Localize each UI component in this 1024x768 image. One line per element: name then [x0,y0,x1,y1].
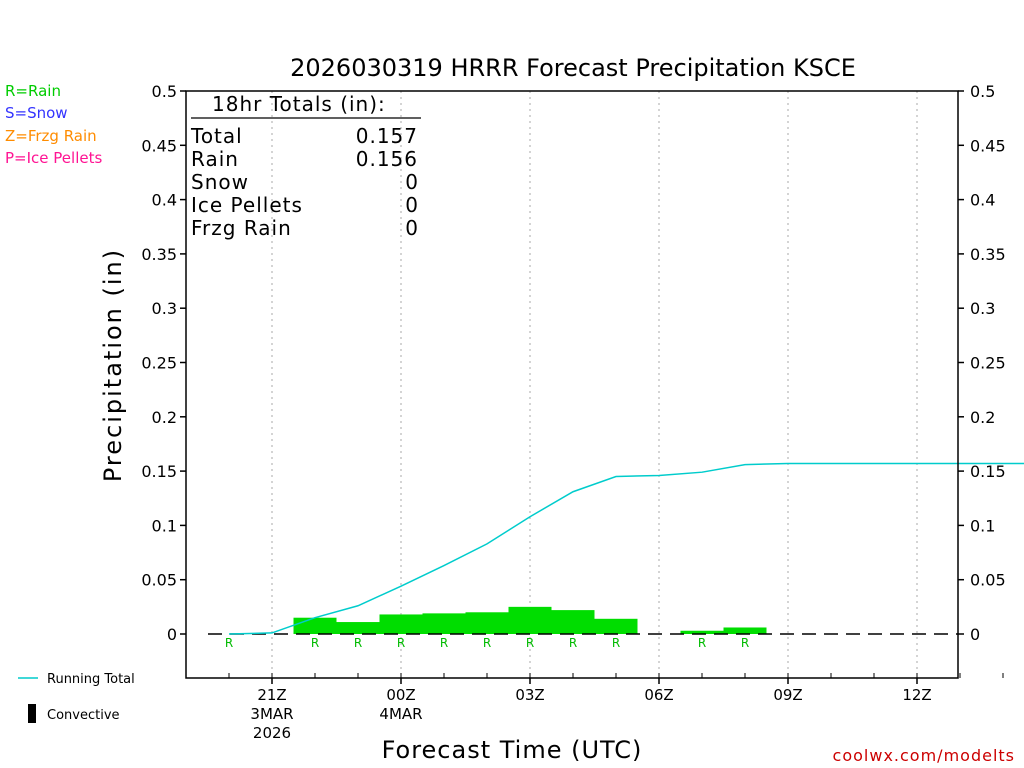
y-tick-label-right-1: 0.05 [970,571,1006,590]
rain-marker-5: R [440,636,448,650]
totals-frzg-rain-label: Frzg Rain [191,216,292,240]
legend-snow: S=Snow [5,104,68,122]
rain-marker-0: R [225,636,233,650]
y-tick-label-right-3: 0.15 [970,462,1006,481]
legend-rain: R=Rain [5,82,61,100]
precip-type-legend: R=Rain S=Snow Z=Frzg Rain P=Ice Pellets [5,82,102,167]
rain-bar-5 [422,613,466,634]
rain-marker-11: R [698,636,706,650]
grid-lines [271,91,918,678]
rain-marker-8: R [569,636,577,650]
totals-snow-label: Snow [191,170,249,194]
credit-text: coolwx.com/modelts [833,746,1015,765]
y-tick-label-right-9: 0.45 [970,136,1006,155]
y-tick-label-left-9: 0.45 [141,136,177,155]
rain-bar-9 [594,618,638,634]
rain-bar-8 [551,610,595,634]
totals-rain-label: Rain [191,147,239,171]
x-tick-label-0-0: 21Z [257,686,286,704]
rain-bars [293,606,767,634]
totals-total-value: 0.157 [356,124,418,148]
x-tick-label-0-2: 2026 [253,724,291,742]
y-tick-label-left-4: 0.2 [152,408,177,427]
totals-ice-pellets-value: 0 [405,193,418,217]
totals-snow-value: 0 [405,170,418,194]
y-tick-label-left-3: 0.15 [141,462,177,481]
rain-marker-2: R [311,636,319,650]
totals-box: 18hr Totals (in): Total 0.157 Rain 0.156… [190,92,421,240]
rain-bar-4 [379,614,423,634]
rain-marker-9: R [612,636,620,650]
rain-marker-7: R [526,636,534,650]
rain-marker-4: R [397,636,405,650]
x-tick-label-2-0: 03Z [515,686,544,704]
chart-title: 2026030319 HRRR Forecast Precipitation K… [290,54,856,82]
bottom-legend: Running Total Convective [18,672,135,723]
y-tick-label-right-5: 0.25 [970,354,1006,373]
y-tick-label-left-6: 0.3 [152,299,177,318]
totals-rain-value: 0.156 [356,147,418,171]
rain-bar-2 [293,617,337,634]
x-tick-label-1-1: 4MAR [379,705,422,723]
y-tick-label-right-6: 0.3 [970,299,995,318]
y-axis-ticks: 0 00.05 0.050.1 0.10.15 0.150.2 0.20.25 0.250.… [141,82,1005,644]
running-total-legend-label: Running Total [47,672,135,687]
x-tick-label-0-1: 3MAR [250,705,293,723]
y-tick-label-right-10: 0.5 [970,82,995,101]
x-tick-label-4-0: 09Z [773,686,802,704]
y-tick-label-left-5: 0.25 [141,354,177,373]
rain-bar-11 [680,630,724,634]
plot-frame [185,90,959,679]
y-axis-label: Precipitation (in) [99,248,127,482]
y-tick-label-right-4: 0.2 [970,408,995,427]
y-tick-label-right-0: 0 [970,625,980,644]
y-tick-label-right-2: 0.1 [970,516,995,535]
y-tick-label-left-2: 0.1 [152,516,177,535]
totals-frzg-rain-value: 0 [405,216,418,240]
rain-marker-12: R [741,636,749,650]
running-total-line [228,462,1024,635]
totals-total-label: Total [190,124,243,148]
y-tick-label-left-10: 0.5 [152,82,177,101]
y-tick-label-right-7: 0.35 [970,245,1006,264]
y-tick-label-left-8: 0.4 [152,191,177,210]
y-tick-label-left-7: 0.35 [141,245,177,264]
convective-legend-swatch [28,704,36,723]
rain-bar-12 [723,627,767,634]
x-axis-label: Forecast Time (UTC) [382,736,643,764]
totals-ice-pellets-label: Ice Pellets [191,193,303,217]
y-tick-label-left-1: 0.05 [141,571,177,590]
y-tick-label-left-0: 0 [167,625,177,644]
rain-bar-3 [336,622,380,634]
running-total-series [228,462,1024,635]
x-tick-label-3-0: 06Z [644,686,673,704]
convective-legend-label: Convective [47,708,120,723]
rain-marker-6: R [483,636,491,650]
x-tick-label-5-0: 12Z [902,686,931,704]
legend-frzg-rain: Z=Frzg Rain [5,127,97,145]
y-tick-label-right-8: 0.4 [970,191,995,210]
rain-bar-7 [508,606,552,634]
totals-heading: 18hr Totals (in): [212,92,386,116]
rain-bar-6 [465,612,509,634]
legend-ice-pellets: P=Ice Pellets [5,149,102,167]
x-tick-label-1-0: 00Z [386,686,415,704]
rain-marker-3: R [354,636,362,650]
